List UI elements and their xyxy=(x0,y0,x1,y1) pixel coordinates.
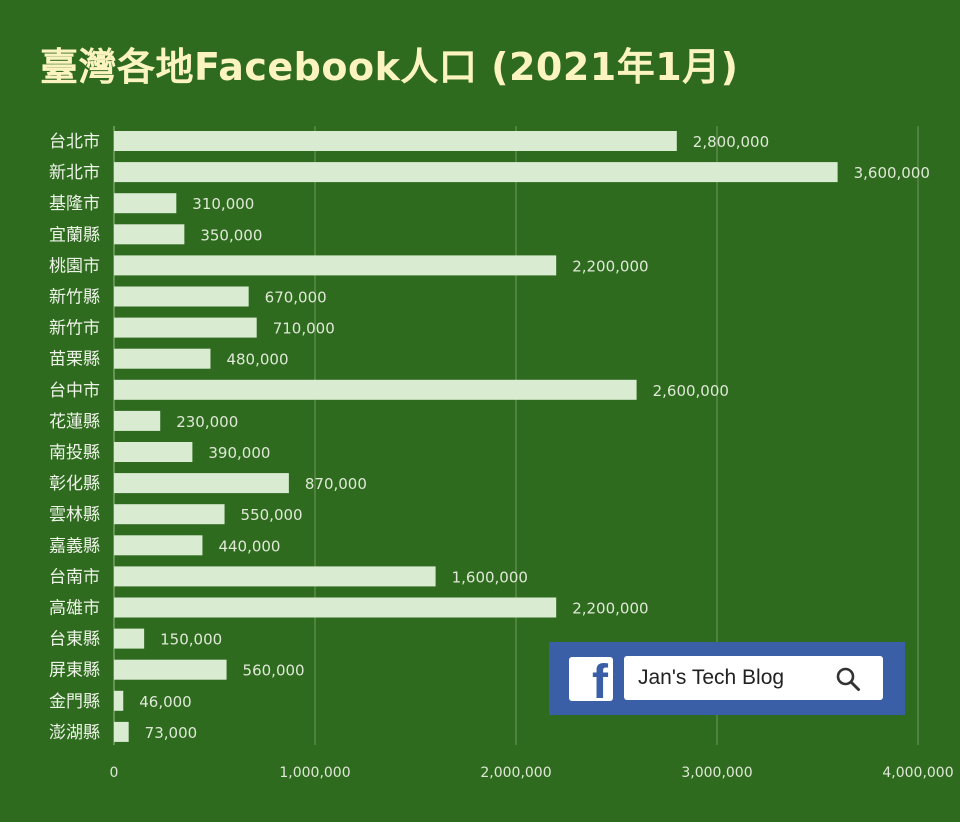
bar xyxy=(114,224,185,245)
category-label: 嘉義縣 xyxy=(49,536,100,556)
bar xyxy=(114,721,129,742)
category-label: 高雄市 xyxy=(49,599,100,619)
bar xyxy=(114,286,249,307)
data-label: 310,000 xyxy=(192,195,254,213)
category-label: 彰化縣 xyxy=(49,474,100,494)
bar xyxy=(114,442,193,462)
data-label: 390,000 xyxy=(208,444,270,462)
bar xyxy=(114,317,257,338)
category-label: 南投縣 xyxy=(49,443,100,463)
category-label: 台中市 xyxy=(49,381,100,401)
data-label: 350,000 xyxy=(200,226,262,244)
data-label: 710,000 xyxy=(273,320,335,338)
category-label: 桃園市 xyxy=(49,256,100,276)
data-label: 550,000 xyxy=(241,506,303,524)
data-label: 2,200,000 xyxy=(572,600,648,618)
bar xyxy=(114,566,436,587)
bar xyxy=(114,597,557,618)
category-label: 新北市 xyxy=(49,163,100,183)
bar xyxy=(114,255,557,276)
category-label: 新竹縣 xyxy=(49,288,100,308)
bar xyxy=(114,379,637,400)
search-box-text: Jan's Tech Blog xyxy=(638,666,785,689)
bar xyxy=(114,131,677,151)
category-label: 花蓮縣 xyxy=(49,412,100,432)
category-label: 屏東縣 xyxy=(49,661,100,681)
data-label: 230,000 xyxy=(176,413,238,431)
category-label: 雲林縣 xyxy=(49,505,100,525)
x-tick-label: 2,000,000 xyxy=(480,765,551,781)
search-box[interactable]: Jan's Tech Blog xyxy=(624,656,883,700)
data-label: 670,000 xyxy=(265,289,327,307)
x-tick-label: 1,000,000 xyxy=(279,765,350,781)
bar xyxy=(114,628,145,649)
data-label: 1,600,000 xyxy=(452,568,528,586)
x-tick-label: 3,000,000 xyxy=(681,765,752,781)
data-label: 480,000 xyxy=(226,351,288,369)
category-label: 新竹市 xyxy=(49,319,100,339)
x-tick-label: 4,000,000 xyxy=(882,765,953,781)
bar xyxy=(114,690,124,711)
category-label: 基隆市 xyxy=(49,194,100,214)
data-label: 2,800,000 xyxy=(693,133,769,151)
category-label: 金門縣 xyxy=(49,692,100,712)
data-label: 46,000 xyxy=(139,693,192,711)
data-label: 150,000 xyxy=(160,631,222,649)
bar xyxy=(114,535,203,556)
data-label: 560,000 xyxy=(243,662,305,680)
data-label: 2,600,000 xyxy=(653,382,729,400)
bar xyxy=(114,162,838,183)
data-label: 3,600,000 xyxy=(854,164,930,182)
category-label: 台北市 xyxy=(49,132,100,152)
category-label: 澎湖縣 xyxy=(49,723,100,743)
bar xyxy=(114,473,289,494)
bar xyxy=(114,348,211,369)
x-tick-label: 0 xyxy=(110,765,119,781)
bar xyxy=(114,193,177,214)
data-label: 870,000 xyxy=(305,475,367,493)
data-label: 440,000 xyxy=(218,537,280,555)
facebook-f-icon[interactable]: f xyxy=(569,657,613,701)
bar xyxy=(114,659,227,680)
chart-title: 臺灣各地Facebook人口 (2021年1月) xyxy=(40,45,739,89)
facebook-blog-badge[interactable]: f Jan's Tech Blog xyxy=(549,642,905,715)
category-label: 台南市 xyxy=(49,567,100,587)
data-label: 2,200,000 xyxy=(572,257,648,275)
data-label: 73,000 xyxy=(145,724,198,742)
category-label: 台東縣 xyxy=(49,630,100,650)
bar xyxy=(114,410,161,431)
category-label: 苗栗縣 xyxy=(49,350,100,370)
category-label: 宜蘭縣 xyxy=(49,225,100,245)
search-icon[interactable] xyxy=(835,666,861,692)
bar xyxy=(114,504,225,525)
